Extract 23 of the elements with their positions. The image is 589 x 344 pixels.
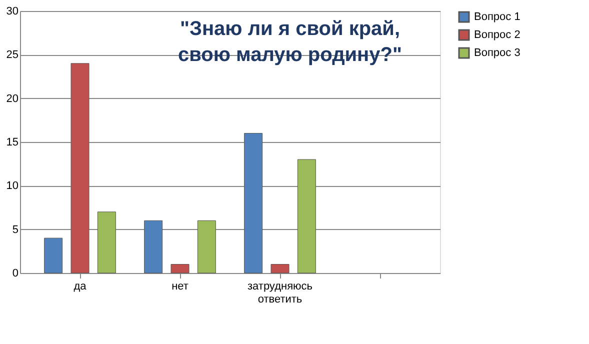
- y-tick-label: 20: [6, 92, 18, 105]
- text: "Знаю ли я свой край, свою малую родину?": [178, 18, 402, 66]
- legend-label: Вопрос 1: [474, 11, 520, 23]
- bar: [244, 133, 263, 274]
- bar: [170, 264, 190, 274]
- bar: [70, 63, 90, 274]
- y-tick-label: 30: [6, 6, 18, 18]
- bar: [270, 264, 290, 274]
- y-tick-label: 10: [6, 180, 18, 192]
- legend-label: Вопрос 3: [474, 47, 520, 59]
- bar: [97, 212, 116, 274]
- bar: [44, 238, 63, 274]
- x-tick-label: затрудняюсь ответить: [247, 280, 313, 306]
- y-tick-label: 25: [6, 49, 18, 62]
- x-tick-label: да: [74, 280, 88, 292]
- y-tick-label: 15: [6, 136, 18, 148]
- y-tick-label: 5: [12, 224, 18, 236]
- legend-label: Вопрос 2: [474, 29, 520, 41]
- bar: [197, 220, 216, 274]
- y-tick-label: 0: [12, 268, 18, 280]
- bar: [297, 159, 316, 274]
- bar: [144, 220, 163, 274]
- x-tick-label: нет: [172, 280, 188, 292]
